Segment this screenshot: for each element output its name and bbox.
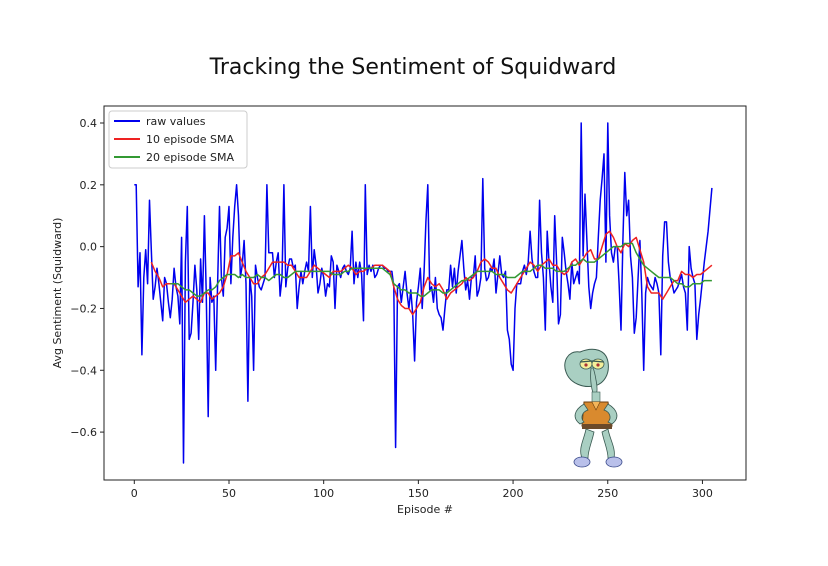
x-tick-label: 0 (131, 487, 138, 500)
y-tick-label: 0.2 (80, 179, 98, 192)
y-tick-label: 0.4 (80, 117, 98, 130)
x-tick-label: 200 (503, 487, 524, 500)
series-layer (134, 122, 713, 464)
series-line-2 (170, 242, 712, 297)
x-tick-label: 150 (408, 487, 429, 500)
legend-box (108, 110, 248, 169)
x-tick-label: 300 (692, 487, 713, 500)
x-tick-label: 250 (597, 487, 618, 500)
y-axis: 0.4 0.2 0.0 −0.2 −0.4 −0.6 (70, 117, 104, 439)
x-axis-label: Episode # (397, 503, 453, 516)
legend-label: 10 episode SMA (146, 133, 234, 146)
series-line-1 (150, 230, 713, 316)
y-tick-label: −0.2 (70, 302, 97, 315)
x-tick-label: 100 (313, 487, 334, 500)
legend-label: raw values (146, 115, 206, 128)
legend: raw values 10 episode SMA 20 episode SMA (108, 110, 248, 169)
y-tick-label: −0.4 (70, 364, 97, 377)
y-tick-label: 0.0 (80, 241, 98, 254)
chart-title: Tracking the Sentiment of Squidward (209, 55, 617, 80)
plot-area: 0 50 100 150 200 250 300 0.4 0.2 0.0 −0.2 −0.4 −0.6 (70, 105, 747, 500)
legend-label: 20 episode SMA (146, 151, 234, 164)
x-tick-label: 50 (222, 487, 236, 500)
y-tick-label: −0.6 (70, 426, 97, 439)
x-axis: 0 50 100 150 200 250 300 (131, 480, 713, 500)
squidward-illustration (564, 348, 623, 468)
y-axis-label: Avg Sentiment (Squidward) (51, 218, 64, 369)
